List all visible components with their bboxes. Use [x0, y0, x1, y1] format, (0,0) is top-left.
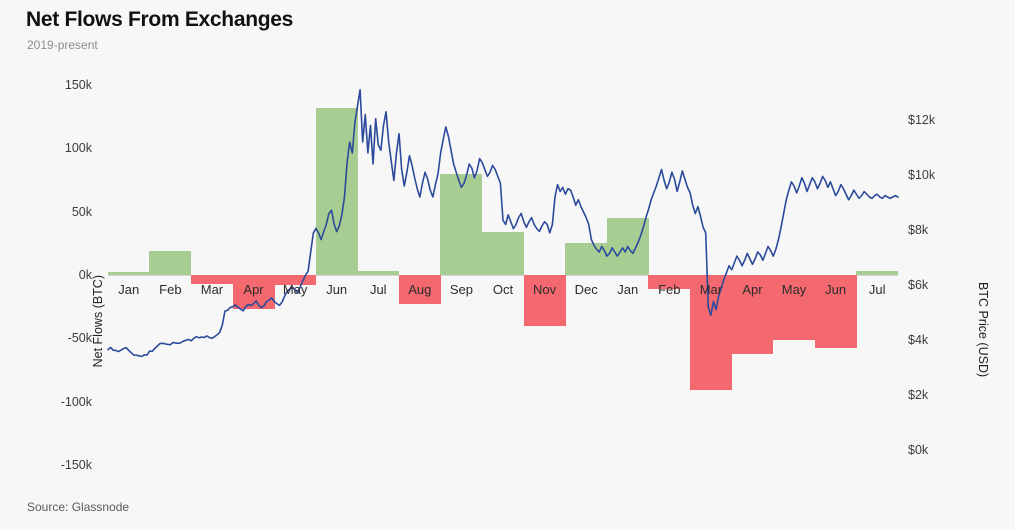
x-tick-2: Mar — [200, 282, 224, 297]
x-tick-15: Apr — [742, 282, 763, 297]
x-tick-17: Jun — [825, 282, 847, 297]
y-tick-right: $6k — [908, 278, 929, 292]
y-tick-left: -150k — [60, 458, 92, 472]
x-tick-3: Apr — [243, 282, 264, 297]
chart-subtitle: 2019-present — [27, 38, 98, 52]
y-tick-left: 150k — [64, 78, 92, 92]
bar-dec-11[interactable] — [565, 243, 608, 275]
plot-area: Jan Feb Mar Apr May Jun Jul Aug Sep Oct Nov Dec Jan F… — [61, 78, 990, 472]
y-axis-left-title: Net Flows (BTC) — [91, 275, 105, 368]
bar-jan-12[interactable] — [606, 218, 649, 275]
y-tick-left: 0k — [78, 268, 92, 282]
bar-jun-5[interactable] — [315, 107, 358, 275]
y-tick-right: $12k — [908, 113, 936, 127]
chart-title: Net Flows From Exchanges — [26, 8, 294, 31]
y-tick-right: $0k — [908, 443, 929, 457]
y-axis-right-title: BTC Price (USD) — [976, 282, 990, 378]
source-note: Source: Glassnode — [27, 500, 130, 514]
x-tick-1: Feb — [159, 282, 182, 297]
x-tick-4: May — [282, 282, 308, 297]
x-tick-0: Jan — [118, 282, 140, 297]
bar-jan-0[interactable] — [107, 272, 150, 275]
bar-oct-9[interactable] — [482, 231, 524, 275]
bar-jul-6[interactable] — [357, 271, 400, 275]
x-tick-18: Jul — [868, 282, 886, 297]
bar-jul-18[interactable] — [856, 271, 899, 275]
y-tick-left: 100k — [64, 141, 92, 156]
x-tick-10: Nov — [533, 282, 557, 297]
y-tick-left: -50k — [67, 331, 92, 346]
y-tick-right: $2k — [908, 388, 929, 402]
x-tick-7: Aug — [408, 282, 432, 297]
x-tick-16: May — [781, 282, 807, 297]
y-tick-left: -100k — [60, 394, 92, 409]
x-tick-5: Jun — [326, 282, 348, 297]
y-tick-left: 50k — [71, 204, 92, 219]
x-tick-9: Oct — [492, 282, 514, 297]
y-tick-right: $4k — [908, 333, 929, 347]
x-tick-6: Jul — [369, 282, 387, 297]
x-tick-8: Sep — [449, 282, 473, 297]
bar-feb-1[interactable] — [149, 250, 192, 275]
x-tick-13: Feb — [658, 282, 681, 297]
y-tick-right: $10k — [908, 168, 936, 182]
y-tick-right: $8k — [908, 223, 929, 237]
bar-sep-8[interactable] — [440, 173, 483, 275]
x-tick-12: Jan — [617, 282, 639, 297]
x-tick-11: Dec — [574, 282, 598, 297]
x-tick-14: Mar — [699, 282, 723, 297]
